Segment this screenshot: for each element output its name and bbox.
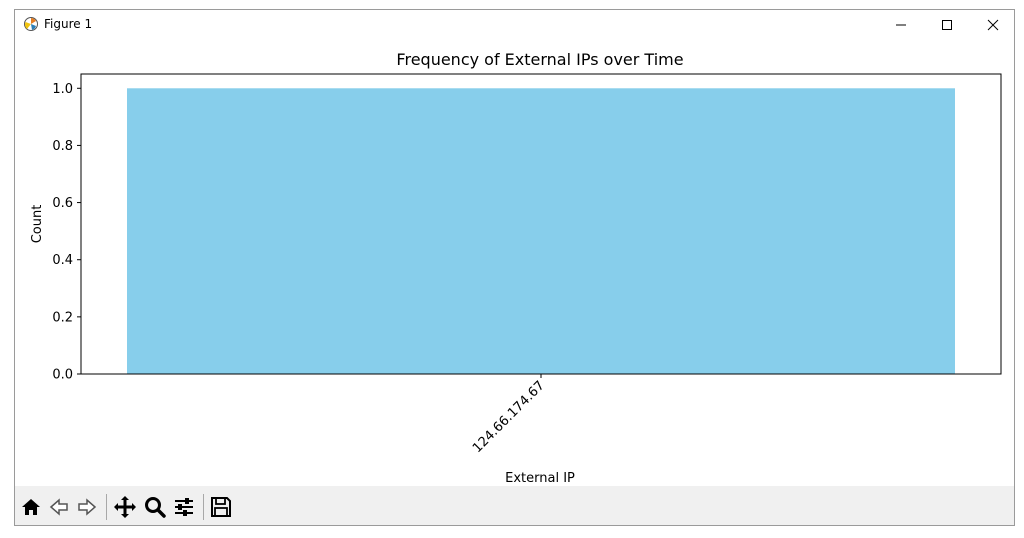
chart-title: Frequency of External IPs over Time (396, 50, 683, 69)
home-icon (22, 499, 40, 515)
y-axis-label: Count (30, 205, 45, 244)
zoom-button[interactable] (142, 494, 168, 520)
figure-canvas[interactable]: Frequency of External IPs over Time 0.0 0… (15, 40, 1014, 486)
toolbar-separator (106, 494, 107, 520)
x-tick-label: 124.66.174.67 (470, 378, 548, 456)
zoom-icon (145, 497, 166, 518)
y-tick-label: 0.0 (52, 368, 73, 383)
title-bar[interactable]: Figure 1 (15, 10, 1014, 40)
x-axis-label: External IP (505, 471, 575, 485)
pan-button[interactable] (112, 494, 138, 520)
home-button[interactable] (18, 494, 44, 520)
y-tick-label: 0.4 (52, 253, 73, 268)
y-tick-label: 0.6 (52, 196, 73, 211)
y-tick-label: 1.0 (52, 82, 73, 97)
navigation-toolbar (15, 486, 1014, 525)
close-button[interactable] (970, 10, 1014, 40)
forward-icon (78, 498, 97, 516)
maximize-button[interactable] (924, 10, 970, 40)
configure-icon (175, 498, 193, 516)
configure-subplots-button[interactable] (171, 494, 197, 520)
bar-chart: Frequency of External IPs over Time 0.0 0… (30, 50, 1002, 486)
back-icon (49, 498, 68, 516)
maximize-icon (942, 20, 952, 30)
forward-button[interactable] (74, 494, 100, 520)
minimize-button[interactable] (878, 10, 924, 40)
close-icon (987, 19, 999, 31)
window-title: Figure 1 (44, 17, 93, 31)
toolbar-separator (203, 494, 204, 520)
figure-window: Figure 1 Frequency of External IPs over … (14, 9, 1015, 526)
minimize-icon (896, 24, 906, 26)
save-button[interactable] (208, 494, 234, 520)
y-tick-label: 0.2 (52, 310, 73, 325)
save-icon (211, 497, 231, 517)
bar (127, 88, 955, 375)
back-button[interactable] (46, 494, 72, 520)
pan-icon (114, 496, 136, 518)
matplotlib-logo-icon (24, 17, 38, 31)
y-tick-label: 0.8 (52, 139, 73, 154)
